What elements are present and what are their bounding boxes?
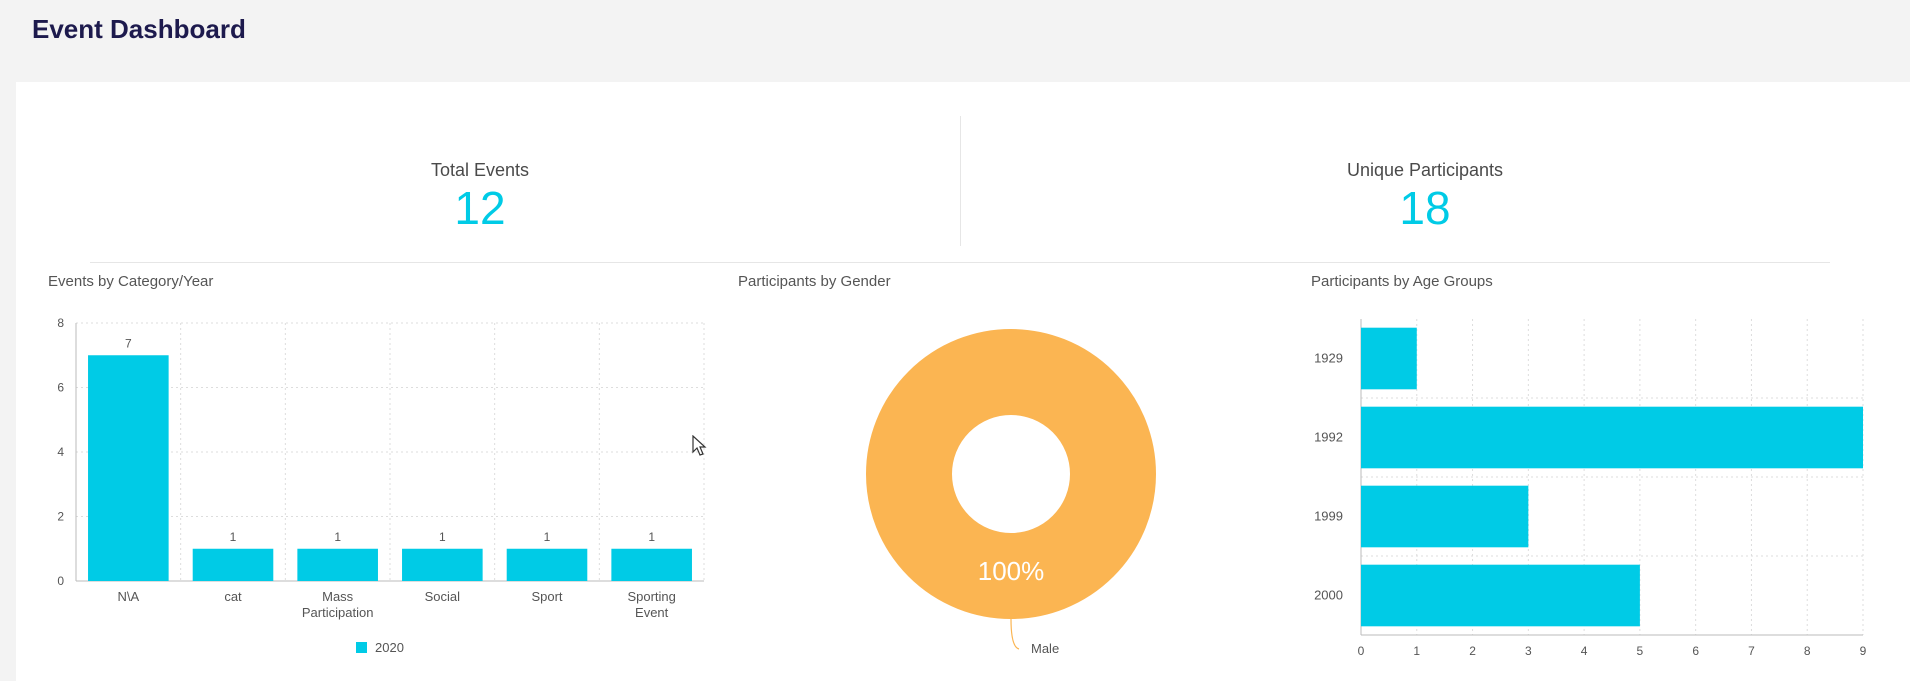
bar-data-label: 7 <box>125 336 132 350</box>
kpi-divider <box>960 116 961 246</box>
x-tick-label: 2 <box>1469 644 1476 658</box>
x-tick-label: 9 <box>1860 644 1867 658</box>
pie-slice <box>866 329 1156 619</box>
y-tick-label: 1929 <box>1314 351 1343 366</box>
kpi-total-events-label: Total Events <box>430 160 530 180</box>
y-tick-label: 1992 <box>1314 430 1343 445</box>
y-tick-label: 6 <box>57 381 64 395</box>
chart-participants-by-age: 0 1 2 3 4 5 6 7 8 9 1929 1992 1999 2000 <box>1314 319 1867 658</box>
bar-data-label: 1 <box>334 530 341 544</box>
x-tick-label: 0 <box>1358 644 1365 658</box>
chart-title-category: Events by Category/Year <box>48 273 214 290</box>
bar-data-label: 1 <box>648 530 655 544</box>
bar <box>1361 564 1640 627</box>
chart-title-age: Participants by Age Groups <box>1311 273 1493 290</box>
y-tick-label: 0 <box>57 574 64 588</box>
x-tick-label: Mass <box>322 589 354 604</box>
bar-data-label: 1 <box>439 530 446 544</box>
bar <box>1361 406 1863 469</box>
x-tick-label: Social <box>425 589 461 604</box>
x-tick-label: Sporting <box>627 589 675 604</box>
slice-percent-label: 100% <box>978 556 1045 586</box>
chart-participants-by-gender: 100% Male <box>866 329 1156 656</box>
x-tick-label: cat <box>224 589 242 604</box>
y-tick-label: 8 <box>57 316 64 330</box>
x-tick-label: 1 <box>1413 644 1420 658</box>
kpi-unique-participants-label: Unique Participants <box>1346 160 1504 180</box>
mouse-cursor-icon <box>692 435 707 456</box>
legend-label: 2020 <box>375 640 404 655</box>
bar-data-label: 1 <box>230 530 237 544</box>
kpi-total-events: Total Events 12 <box>130 160 830 231</box>
bar <box>402 548 483 581</box>
bar <box>88 355 169 581</box>
bar <box>192 548 274 581</box>
x-tick-label: 8 <box>1804 644 1811 658</box>
slice-label: Male <box>1031 641 1059 656</box>
x-tick-label: N\A <box>117 589 139 604</box>
x-tick-label: Sport <box>531 589 562 604</box>
kpi-unique-participants-value: 18 <box>1399 182 1451 234</box>
y-tick-label: 2000 <box>1314 588 1343 603</box>
y-tick-label: 1999 <box>1314 509 1343 524</box>
chart-title-gender: Participants by Gender <box>738 273 891 290</box>
x-tick-label: 5 <box>1637 644 1644 658</box>
x-tick-label: 3 <box>1525 644 1532 658</box>
bar <box>297 548 378 581</box>
x-tick-label: Event <box>635 605 669 620</box>
x-tick-label: 6 <box>1692 644 1699 658</box>
bar <box>1361 485 1529 548</box>
x-tick-label: 7 <box>1748 644 1755 658</box>
y-tick-label: 4 <box>57 445 64 459</box>
x-tick-label: Participation <box>302 605 374 620</box>
bar-data-label: 1 <box>544 530 551 544</box>
bar <box>506 548 588 581</box>
legend-swatch <box>356 642 367 653</box>
kpi-total-events-value: 12 <box>454 182 506 234</box>
slice-leader-line <box>1010 618 1020 650</box>
y-tick-label: 2 <box>57 510 64 524</box>
bar <box>1361 327 1417 390</box>
section-divider <box>90 262 1830 263</box>
page-title: Event Dashboard <box>32 14 246 44</box>
bar <box>611 548 692 581</box>
x-tick-label: 4 <box>1581 644 1588 658</box>
kpi-unique-participants: Unique Participants 18 <box>1075 160 1775 231</box>
